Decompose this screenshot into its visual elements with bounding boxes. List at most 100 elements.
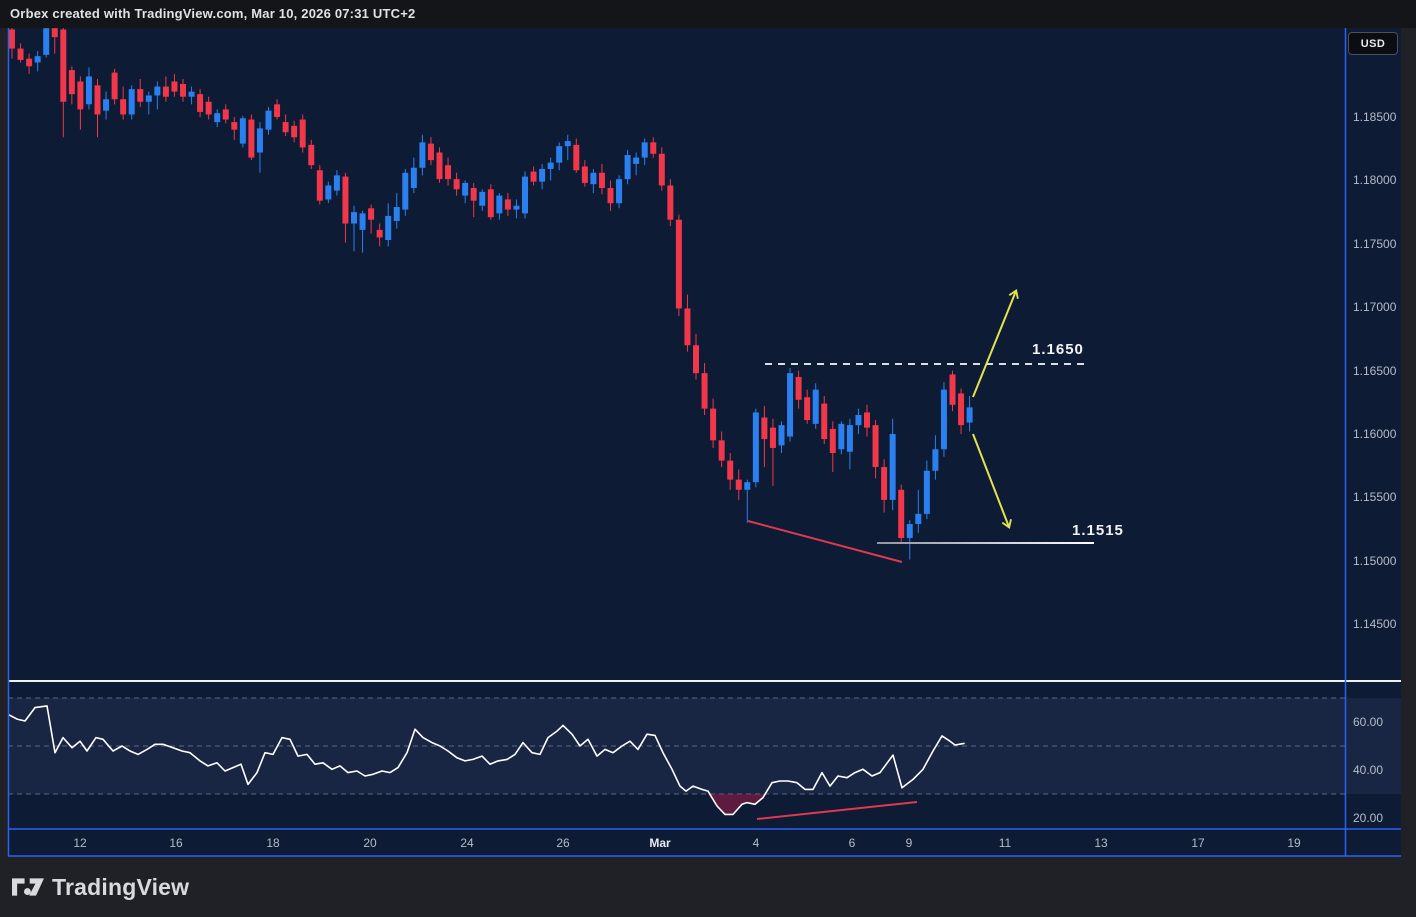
candle-body[interactable]	[556, 146, 563, 163]
rsi-series[interactable]	[8, 705, 965, 820]
candle-body[interactable]	[889, 434, 896, 500]
candle-body[interactable]	[68, 70, 75, 95]
candle-body[interactable]	[693, 345, 699, 374]
candle-body[interactable]	[898, 489, 905, 538]
candle-body[interactable]	[710, 408, 717, 441]
candle-body[interactable]	[325, 185, 332, 200]
candle-body[interactable]	[479, 191, 486, 206]
candle-body[interactable]	[881, 466, 888, 500]
candle-body[interactable]	[504, 199, 511, 210]
candle-body[interactable]	[564, 141, 571, 147]
candle-body[interactable]	[641, 142, 648, 158]
candle-body[interactable]	[291, 125, 298, 138]
candle-body[interactable]	[214, 113, 221, 123]
candle-body[interactable]	[966, 407, 973, 423]
candle-body[interactable]	[684, 308, 691, 346]
rsi-divergence-trendline[interactable]	[756, 801, 918, 820]
candle-body[interactable]	[231, 122, 238, 130]
candle-body[interactable]	[43, 28, 50, 55]
candle-body[interactable]	[188, 91, 195, 97]
resistance-level-label[interactable]: 1.1650	[1032, 341, 1084, 358]
candle-body[interactable]	[487, 189, 494, 218]
candle-body[interactable]	[419, 142, 426, 168]
candle-body[interactable]	[154, 86, 161, 96]
candle-body[interactable]	[624, 155, 631, 180]
candle-body[interactable]	[821, 403, 828, 440]
candle-body[interactable]	[205, 101, 212, 115]
candle-body[interactable]	[590, 172, 597, 185]
candle-body[interactable]	[393, 207, 400, 221]
candle-body[interactable]	[333, 175, 340, 191]
candle-body[interactable]	[530, 171, 537, 182]
candle-body[interactable]	[778, 425, 785, 446]
candle-body[interactable]	[265, 110, 272, 130]
candle-body[interactable]	[316, 170, 323, 201]
arrow_up-annotation[interactable]	[972, 289, 1019, 398]
arrow_down-annotation[interactable]	[972, 433, 1012, 529]
candle-body[interactable]	[137, 89, 144, 102]
candle-body[interactable]	[855, 414, 862, 426]
candle-body[interactable]	[752, 412, 759, 483]
candle-body[interactable]	[829, 428, 836, 454]
candle-body[interactable]	[932, 449, 939, 471]
candle-body[interactable]	[145, 95, 152, 102]
candle-body[interactable]	[949, 374, 956, 405]
candle-body[interactable]	[402, 172, 409, 210]
candle-body[interactable]	[239, 118, 246, 144]
candle-body[interactable]	[864, 412, 870, 428]
candle-body[interactable]	[368, 208, 375, 220]
candle-body[interactable]	[222, 109, 229, 120]
candle-body[interactable]	[26, 58, 33, 67]
candle-body[interactable]	[581, 166, 588, 183]
candle-body[interactable]	[513, 205, 520, 210]
candle-body[interactable]	[769, 427, 776, 448]
candle-body[interactable]	[248, 119, 255, 158]
candle-body[interactable]	[376, 229, 383, 238]
candle-body[interactable]	[462, 182, 469, 196]
candle-body[interactable]	[427, 143, 434, 161]
candle-body[interactable]	[872, 425, 879, 467]
candle-body[interactable]	[838, 423, 845, 450]
candle-body[interactable]	[675, 219, 682, 309]
candle-body[interactable]	[9, 29, 15, 49]
candle-body[interactable]	[94, 85, 101, 115]
candle-body[interactable]	[846, 425, 853, 452]
candle-body[interactable]	[522, 176, 528, 214]
candle-body[interactable]	[735, 479, 742, 490]
candle-body[interactable]	[650, 142, 657, 154]
candle-body[interactable]	[633, 157, 640, 164]
candle-body[interactable]	[128, 89, 135, 115]
candle-body[interactable]	[445, 165, 452, 180]
support-level-label[interactable]: 1.1515	[1072, 522, 1124, 539]
candle-body[interactable]	[308, 144, 315, 166]
candle-body[interactable]	[940, 389, 947, 450]
candle-body[interactable]	[51, 28, 58, 38]
candle-body[interactable]	[915, 513, 922, 525]
candle-body[interactable]	[787, 373, 794, 437]
candle-body[interactable]	[342, 176, 349, 224]
candle-body[interactable]	[539, 168, 546, 182]
candle-body[interactable]	[958, 393, 965, 426]
candle-body[interactable]	[658, 153, 665, 186]
drawing-overlays[interactable]	[747, 289, 1094, 563]
candle-body[interactable]	[410, 167, 417, 189]
price-trendline[interactable]	[747, 520, 903, 563]
candle-body[interactable]	[111, 72, 118, 100]
candle-body[interactable]	[282, 122, 289, 133]
candle-body[interactable]	[299, 119, 306, 148]
candle-body[interactable]	[607, 188, 614, 204]
candle-body[interactable]	[60, 29, 67, 102]
candle-body[interactable]	[470, 188, 477, 201]
candle-body[interactable]	[256, 128, 263, 153]
candle-body[interactable]	[171, 81, 178, 92]
candle-body[interactable]	[496, 195, 503, 214]
candle-body[interactable]	[453, 179, 460, 190]
candle-body[interactable]	[804, 397, 811, 421]
candle-body[interactable]	[180, 84, 186, 97]
candle-body[interactable]	[701, 373, 708, 409]
candle-body[interactable]	[812, 389, 819, 424]
candle-body[interactable]	[34, 56, 41, 63]
candle-body[interactable]	[906, 524, 913, 538]
candle-body[interactable]	[103, 99, 110, 111]
candle-body[interactable]	[744, 482, 751, 490]
